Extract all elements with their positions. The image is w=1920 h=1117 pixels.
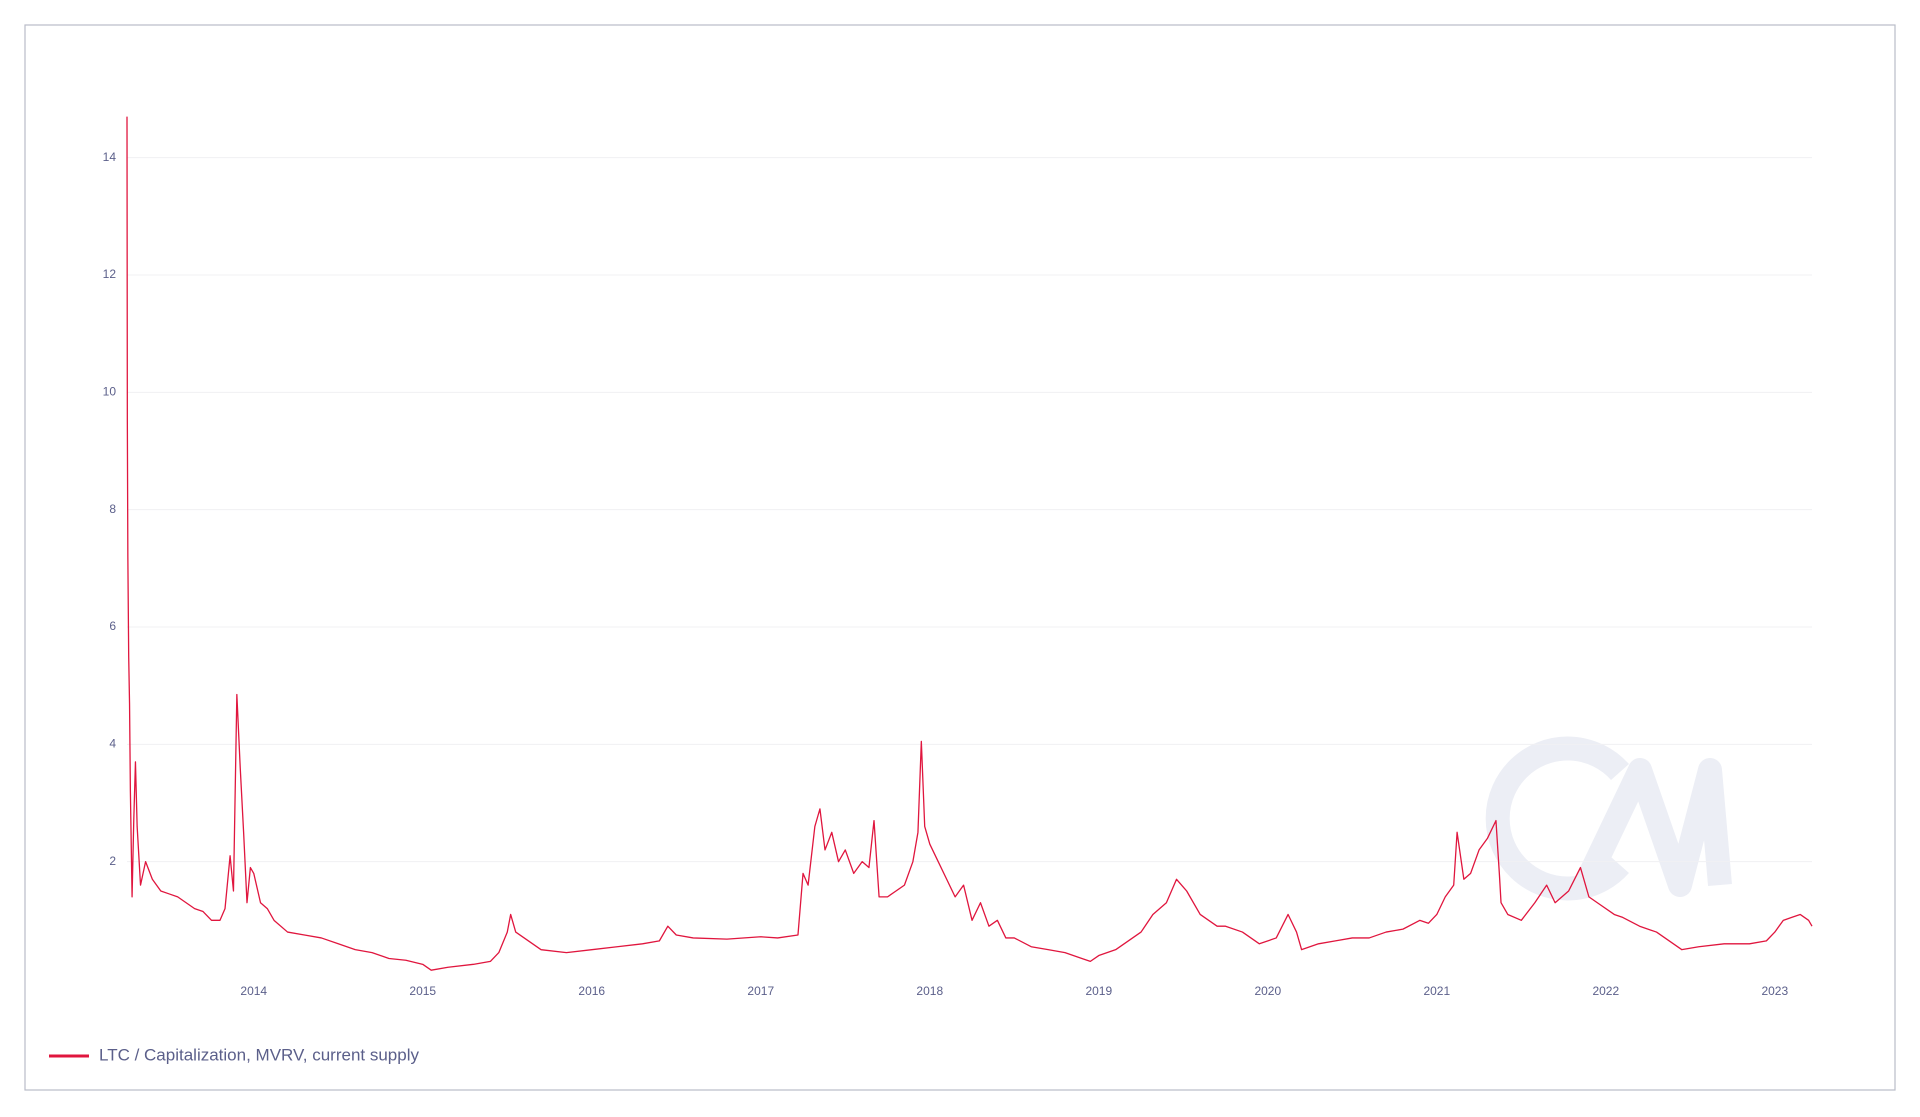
watermark-m [1574,758,1732,897]
y-tick-label: 2 [109,854,116,868]
y-tick-label: 8 [109,502,116,516]
x-tick-label: 2015 [409,984,436,998]
x-tick-label: 2019 [1085,984,1112,998]
x-tick-label: 2014 [240,984,267,998]
watermark [1485,736,1732,901]
legend-label: LTC / Capitalization, MVRV, current supp… [99,1045,419,1064]
frame [24,24,1896,1091]
x-tick-label: 2020 [1254,984,1281,998]
y-tick-label: 4 [109,737,116,751]
x-tick-label: 2023 [1761,984,1788,998]
y-tick-label: 14 [103,150,117,164]
x-tick-label: 2018 [916,984,943,998]
y-tick-label: 12 [103,267,117,281]
x-tick-label: 2017 [747,984,774,998]
series-line [126,116,1813,971]
x-tick-label: 2016 [578,984,605,998]
y-tick-label: 6 [109,619,116,633]
x-tick-label: 2022 [1592,984,1619,998]
watermark-c [1485,736,1629,901]
x-tick-label: 2021 [1423,984,1450,998]
y-tick-label: 10 [103,385,117,399]
